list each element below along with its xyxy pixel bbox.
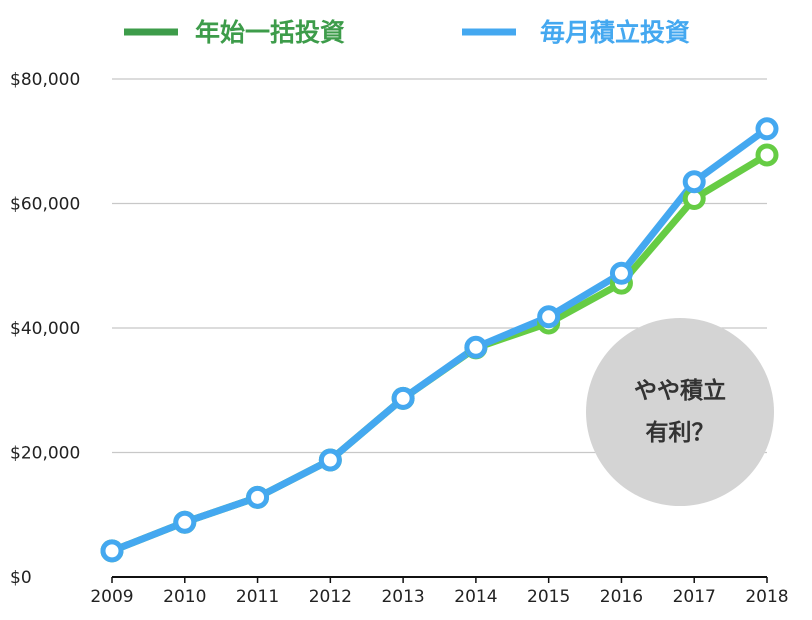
- x-tick-label: 2012: [309, 587, 352, 607]
- series-lines: [108, 125, 771, 555]
- x-tick-label: 2011: [236, 587, 279, 607]
- y-tick-label: $60,000: [10, 195, 80, 215]
- legend-item-monthly: 毎月積立投資: [462, 18, 690, 47]
- series-markers: [100, 117, 779, 563]
- data-point-monthly: [318, 448, 342, 472]
- annotation-text: 有利？: [646, 419, 715, 446]
- data-point-monthly: [246, 485, 270, 509]
- data-point-monthly: [609, 261, 633, 285]
- x-tick-label: 2015: [527, 587, 570, 607]
- y-axis-tick-labels: $0 $20,000 $40,000 $60,000 $80,000: [10, 70, 80, 588]
- legend-item-lump-sum: 年始一括投資: [124, 18, 345, 47]
- x-tick-label: 2014: [454, 587, 497, 607]
- annotation-text: やや積立: [634, 377, 726, 404]
- data-point-monthly: [755, 117, 779, 141]
- annotation-circle: [586, 318, 774, 506]
- data-point-monthly: [464, 335, 488, 359]
- data-point-monthly: [537, 305, 561, 329]
- x-tick-label: 2013: [381, 587, 424, 607]
- y-tick-label: $80,000: [10, 70, 80, 90]
- data-point-monthly: [682, 170, 706, 194]
- legend-label-monthly: 毎月積立投資: [540, 18, 690, 47]
- data-point-monthly: [173, 510, 197, 534]
- x-axis: 2009 2010 2011 2012 2013 2014 2015 2016 2017 2018: [90, 576, 789, 607]
- x-tick-label: 2016: [600, 587, 643, 607]
- y-tick-label: $20,000: [10, 444, 80, 464]
- series-line-monthly: [108, 125, 771, 555]
- x-tick-label: 2017: [673, 587, 716, 607]
- legend-label-lump-sum: 年始一括投資: [195, 18, 345, 47]
- data-point-monthly: [100, 539, 124, 563]
- y-tick-label: $0: [10, 568, 32, 588]
- data-point-lump-sum: [755, 143, 779, 167]
- x-tick-label: 2010: [163, 587, 206, 607]
- legend: 年始一括投資 毎月積立投資: [124, 18, 690, 47]
- x-tick-label: 2009: [90, 587, 133, 607]
- data-point-monthly: [391, 386, 415, 410]
- y-tick-label: $40,000: [10, 319, 80, 339]
- x-tick-label: 2018: [745, 587, 788, 607]
